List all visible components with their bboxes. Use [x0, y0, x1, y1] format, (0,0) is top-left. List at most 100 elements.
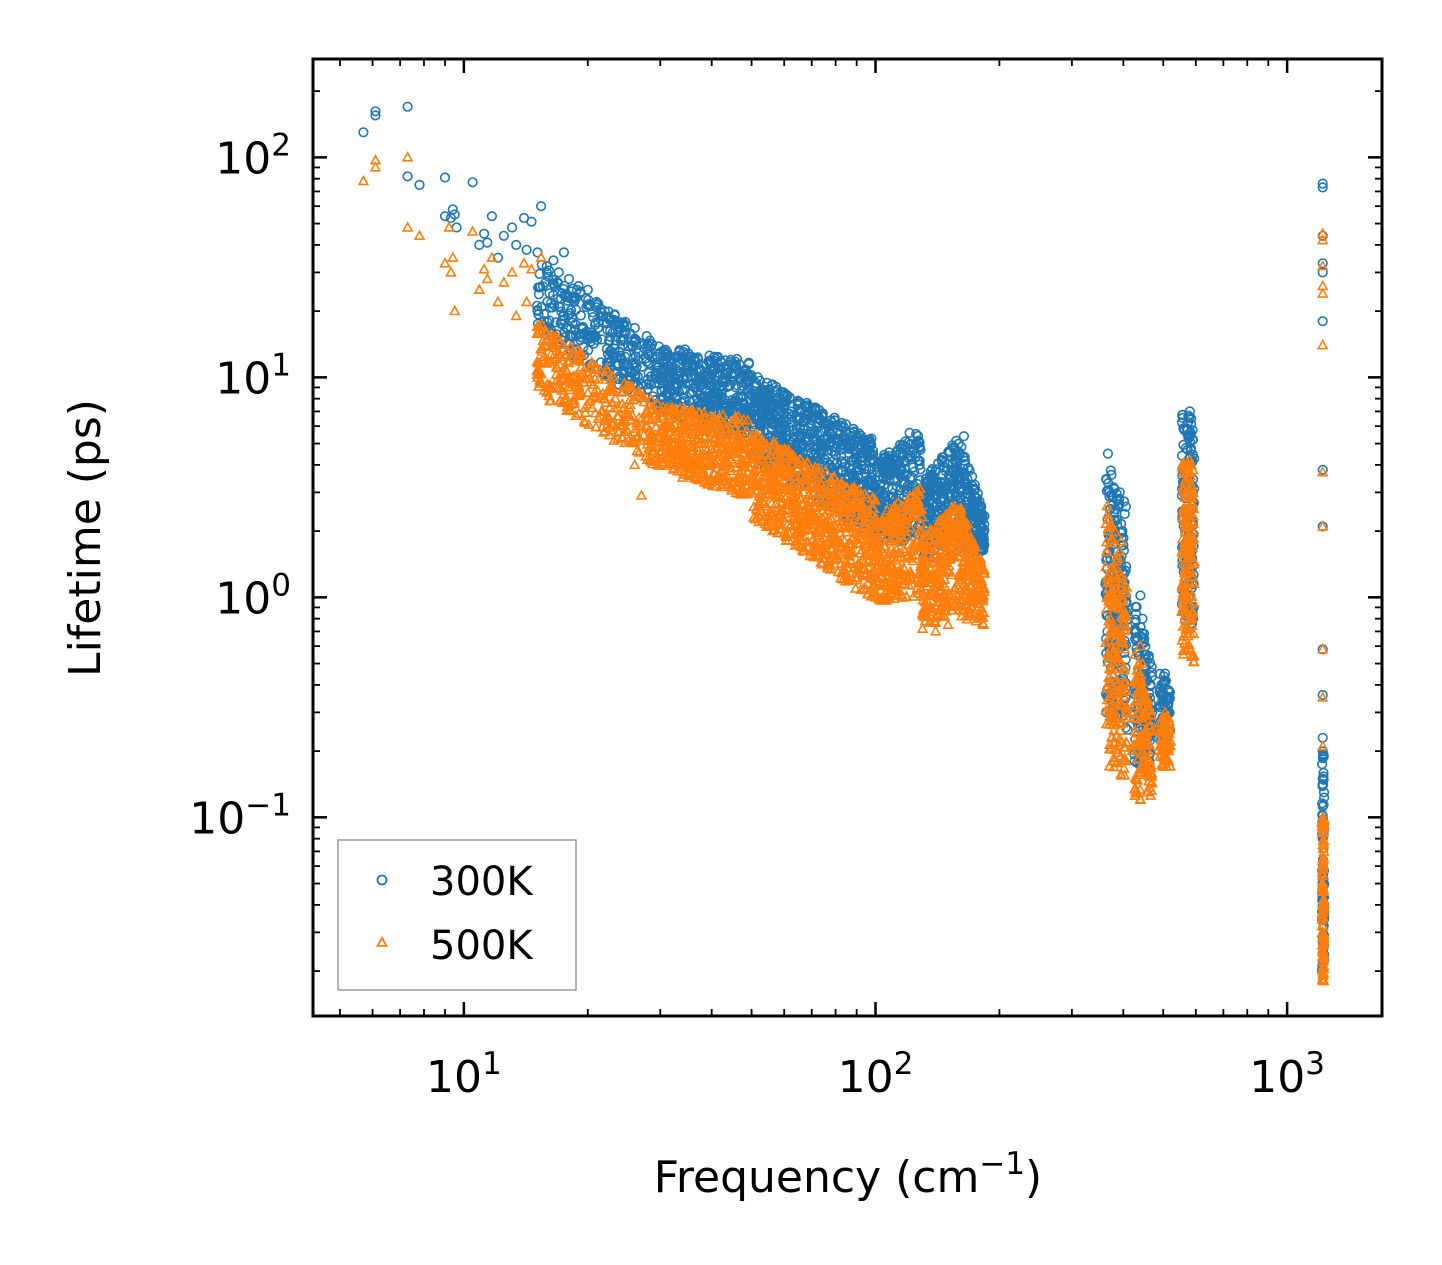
data-point-300k	[548, 255, 559, 266]
data-point-300k	[606, 346, 617, 357]
data-point-300k	[964, 465, 975, 476]
data-point-300k	[913, 435, 924, 446]
data-point-300k	[855, 430, 867, 441]
data-point-300k	[689, 352, 700, 364]
data-point-300k	[847, 469, 858, 480]
data-point-300k	[575, 335, 586, 346]
data-point-300k	[661, 388, 672, 399]
data-point-300k	[851, 459, 863, 470]
data-point-300k	[730, 396, 741, 407]
data-point-300k	[543, 271, 554, 282]
data-point-300k	[358, 127, 369, 138]
data-point-300k	[482, 237, 493, 248]
data-point-300k	[618, 333, 630, 345]
data-point-300k	[870, 481, 881, 492]
data-point-300k	[883, 454, 894, 465]
data-point-300k	[1102, 448, 1113, 459]
data-point-300k	[972, 488, 983, 499]
data-point-300k	[479, 228, 490, 239]
data-point-300k	[402, 101, 413, 112]
data-point-300k	[978, 540, 990, 552]
data-point-300k	[792, 395, 804, 406]
data-point-300k	[658, 358, 669, 369]
data-point-300k	[592, 322, 604, 333]
data-point-300k	[958, 431, 970, 442]
data-point-300k	[575, 310, 586, 321]
data-point-300k	[839, 426, 851, 437]
data-point-300k	[1112, 514, 1123, 526]
data-point-300k	[714, 363, 725, 374]
data-point-300k	[671, 392, 682, 403]
data-point-300k	[556, 319, 567, 330]
data-point-300k	[836, 417, 847, 429]
data-point-300k	[486, 211, 498, 222]
data-point-300k	[540, 277, 551, 288]
data-point-300k	[844, 460, 856, 471]
data-point-300k	[656, 386, 667, 397]
data-point-300k	[873, 462, 885, 473]
data-point-300k	[966, 471, 978, 482]
data-point-300k	[788, 432, 800, 443]
data-point-300k	[719, 372, 730, 383]
data-point-300k	[915, 464, 926, 475]
data-point-300k	[766, 422, 777, 433]
data-point-300k	[625, 367, 637, 378]
data-point-300k	[1135, 590, 1146, 601]
data-point-300k	[581, 302, 592, 313]
data-point-300k	[781, 416, 792, 427]
data-point-300k	[824, 440, 836, 451]
data-point-300k	[642, 374, 653, 385]
data-point-300k	[824, 436, 836, 448]
data-point-300k	[704, 377, 715, 388]
data-point-300k	[1116, 532, 1127, 543]
data-point-300k	[762, 409, 773, 420]
data-point-300k	[467, 177, 478, 188]
data-point-300k	[567, 317, 578, 328]
data-point-300k	[914, 437, 925, 448]
data-point-300k	[940, 481, 952, 492]
data-point-300k	[681, 365, 692, 376]
data-point-300k	[931, 475, 943, 487]
data-point-300k	[778, 387, 789, 399]
series-layer	[357, 101, 1330, 986]
data-point-300k	[667, 362, 678, 373]
data-point-300k	[659, 354, 670, 366]
data-point-300k	[819, 454, 831, 465]
data-point-300k	[584, 299, 595, 310]
data-point-300k	[865, 450, 876, 461]
data-point-300k	[831, 458, 842, 469]
data-point-300k	[532, 305, 543, 317]
data-point-300k	[511, 239, 522, 250]
data-point-300k	[777, 395, 789, 406]
data-point-300k	[840, 419, 852, 430]
data-point-300k	[954, 468, 965, 479]
data-point-300k	[919, 492, 930, 503]
data-point-300k	[831, 419, 842, 431]
data-point-300k	[853, 470, 864, 481]
data-point-300k	[767, 416, 778, 427]
data-point-300k	[959, 459, 970, 470]
data-point-300k	[564, 330, 576, 341]
data-point-300k	[791, 414, 802, 426]
data-point-300k	[439, 172, 451, 183]
data-point-300k	[541, 267, 553, 278]
data-point-300k	[971, 493, 983, 504]
data-point-300k	[873, 487, 884, 498]
data-point-300k	[729, 369, 740, 380]
data-point-300k	[665, 367, 676, 379]
data-point-300k	[855, 435, 866, 446]
data-point-300k	[547, 302, 558, 313]
data-point-500k	[545, 394, 557, 406]
data-point-300k	[526, 216, 537, 227]
data-point-300k	[976, 519, 987, 530]
data-point-300k	[587, 312, 599, 323]
data-point-300k	[842, 443, 854, 454]
data-point-300k	[815, 426, 826, 437]
data-point-300k	[776, 429, 787, 440]
data-point-300k	[817, 408, 828, 419]
data-point-300k	[786, 437, 798, 448]
data-point-300k	[747, 391, 758, 402]
data-point-300k	[959, 451, 970, 462]
data-point-300k	[506, 222, 518, 233]
data-point-300k	[954, 492, 966, 503]
